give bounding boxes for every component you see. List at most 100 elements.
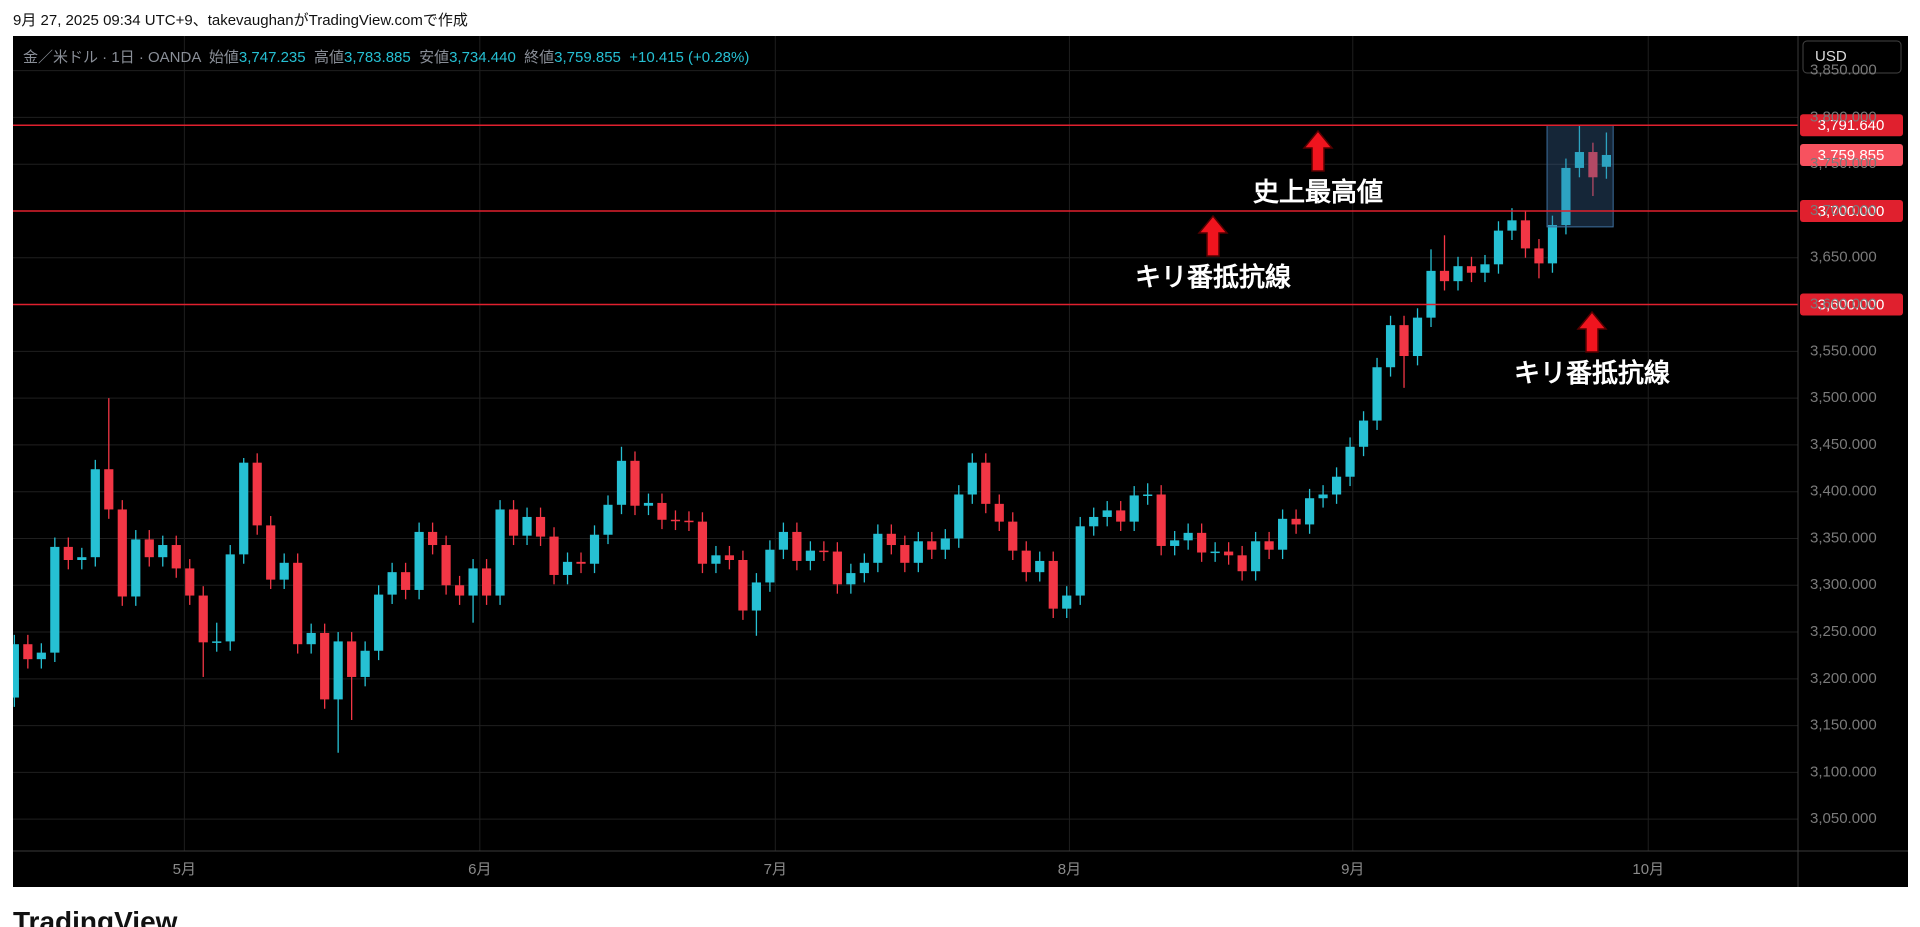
candle-body [50,546,60,653]
candle-body [1331,476,1342,495]
candle-body [333,641,343,700]
candle-body [104,469,114,510]
y-tick-label: 3,450.000 [1810,436,1877,453]
candle-body [495,509,505,596]
candle-body [1251,541,1261,572]
caption: 9月 27, 2025 09:34 UTC+9、takevaughanがTrad… [13,12,468,29]
candle-body [414,531,424,590]
y-tick-label: 3,600.000 [1810,296,1877,313]
candle-body [1008,521,1018,551]
candle-body [1318,494,1328,499]
candle-body [724,555,735,560]
candle-body [1062,595,1072,609]
candle-body [576,561,586,564]
candle-body [859,562,869,574]
candle-body [522,516,532,536]
candle-body [819,550,829,553]
x-tick-label: 7月 [764,861,787,878]
candle-body [1547,225,1558,264]
y-tick-label: 3,300.000 [1810,576,1877,593]
candle-body [792,531,802,561]
candle-body [279,562,289,580]
candle-body [1345,446,1355,477]
currency-button[interactable] [1802,40,1902,74]
price-tag-label: 3,759.855 [1818,147,1885,164]
candle-body [1561,167,1571,226]
candle-body [428,531,438,546]
candle-body [1372,367,1382,421]
annotation: キリ番抵抗線 [1514,358,1670,388]
candle-body [1278,518,1288,550]
x-tick-label: 9月 [1341,861,1364,878]
currency[interactable]: USD [1815,48,1847,65]
candle-body [616,460,627,505]
candle-body [886,533,896,546]
candle-body [1075,526,1085,596]
candle-body [1466,266,1477,273]
candle-body [643,502,654,506]
candle-body [1035,560,1045,573]
candle-body [1507,220,1517,231]
candle-body [455,585,465,596]
candle-body [131,539,141,597]
candle-body [360,650,370,677]
candle-body [711,555,721,564]
arrow [1576,310,1608,353]
chart-background [13,36,1908,887]
candle-body [198,595,208,643]
candle-body [481,568,492,596]
y-tick-label: 3,050.000 [1810,810,1877,827]
candle-body [954,494,964,539]
candle-body [900,545,910,563]
candle-body [401,572,411,590]
candle-body [468,568,478,596]
candle-body [562,561,573,575]
price-tag-label: 3,791.640 [1818,117,1885,134]
y-tick-label: 3,650.000 [1810,249,1877,266]
candle-body [670,519,681,522]
candle-body [77,557,87,560]
candle-body [239,462,249,555]
candle-body [1574,152,1585,168]
candle-body [171,545,181,569]
candle-body [1210,551,1220,554]
candle-body [630,460,640,506]
y-tick-label: 3,100.000 [1810,763,1877,780]
candle-body [158,545,168,558]
candle-body [1520,220,1531,249]
candle-body [1089,516,1099,527]
candle-body [1170,540,1180,546]
candle-body [1183,532,1193,541]
candle-body [657,502,667,520]
candle-body [549,536,559,575]
candle-body [36,652,46,660]
price-tag [1800,114,1903,137]
candle-body [873,533,883,563]
candle-body [1021,550,1031,573]
price-tag-label: 3,700.000 [1818,203,1885,220]
label: 始値 [208,49,239,66]
candle-body [535,516,546,537]
candle-body [778,531,788,550]
y-tick-label: 3,400.000 [1810,483,1877,500]
legend-header: 金／米ドル · 1日 · OANDA 始値3,747.235 高値3,783.8… [23,46,749,67]
candle-body [212,641,222,643]
candle-body [765,549,775,583]
candle-body [1102,510,1112,517]
candle-body [1237,555,1247,572]
candle-body [441,545,451,586]
y-tick-label: 3,800.000 [1810,108,1877,125]
candle-body [913,541,923,563]
candle-body [374,594,384,651]
candle-body [1048,560,1058,609]
candle-body [1493,230,1504,265]
candle-body [63,546,73,560]
y-tick-label: 3,250.000 [1810,623,1877,640]
candle-body [1426,270,1436,318]
value: 3,783.885 [343,49,411,66]
candle-body [13,644,19,698]
x-tick-label: 10月 [1632,861,1664,878]
candle-body [1156,494,1166,546]
label: 高値 [313,49,344,66]
value: 3,734.440 [449,49,516,66]
